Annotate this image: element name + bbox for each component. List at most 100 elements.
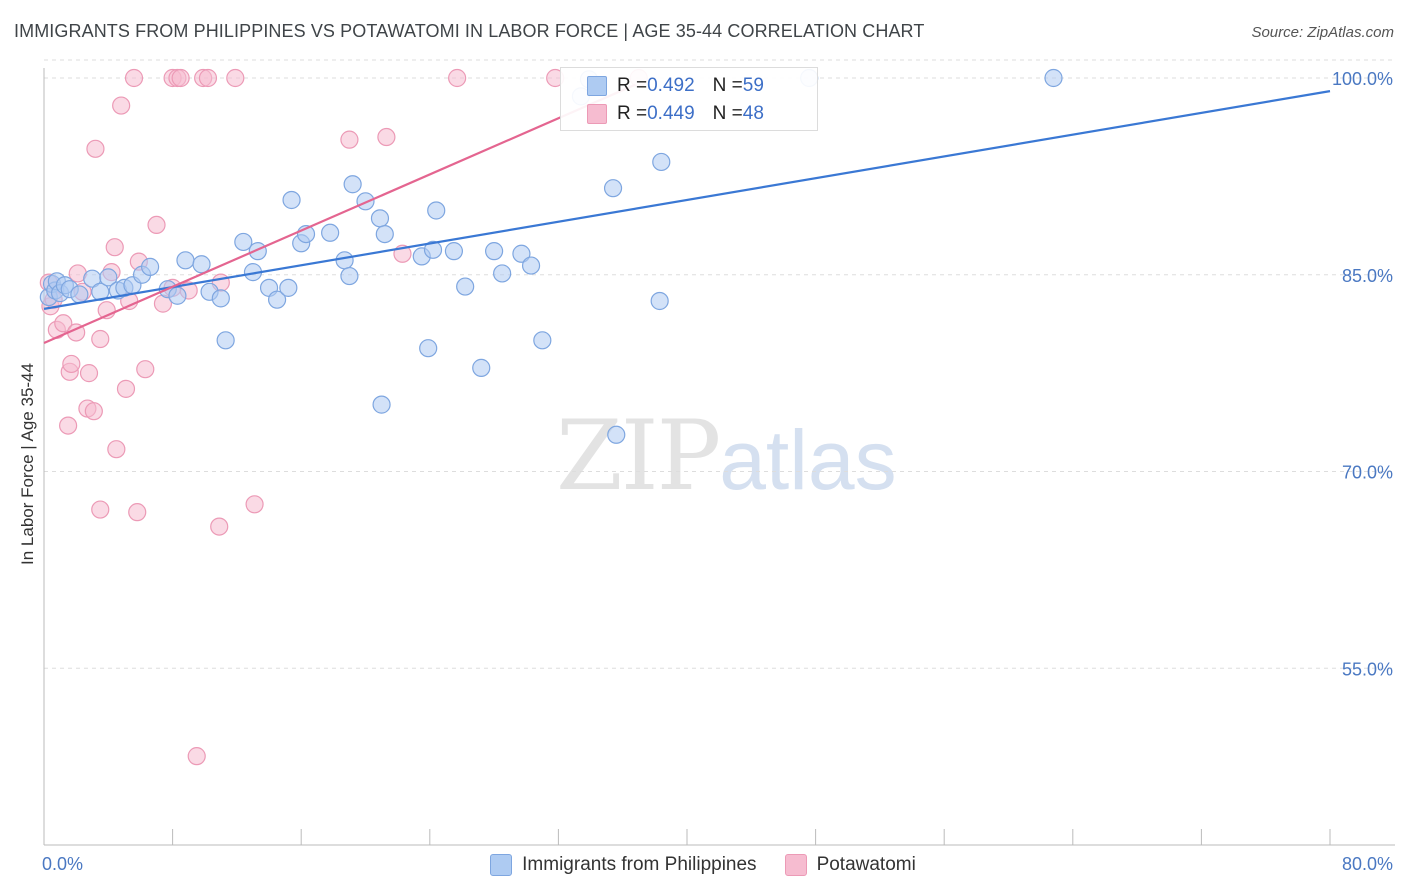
- point-potawatomi: [105, 238, 124, 257]
- legend-r-label: R =: [617, 75, 648, 96]
- point-potawatomi: [91, 329, 110, 349]
- point-potawatomi: [198, 68, 218, 88]
- point-philippines: [267, 290, 287, 309]
- point-potawatomi: [91, 500, 110, 519]
- series-potawatomi-points: [39, 68, 648, 766]
- trend-line-philippines: [43, 90, 1331, 310]
- point-philippines: [176, 251, 195, 270]
- series-legend: Immigrants from Philippines Potawatomi: [0, 851, 1406, 879]
- gridlines: [44, 59, 1395, 669]
- legend-label-philippines: Immigrants from Philippines: [522, 854, 757, 875]
- legend-n-label: N =: [712, 103, 743, 124]
- y-tick-label: 100.0%: [1332, 69, 1393, 89]
- point-potawatomi: [147, 215, 166, 235]
- point-philippines: [607, 425, 626, 444]
- x-tick-label: 0.0%: [42, 854, 83, 874]
- point-philippines: [70, 285, 89, 304]
- point-potawatomi: [226, 68, 245, 88]
- point-philippines: [340, 266, 359, 286]
- y-tick-label: 70.0%: [1342, 463, 1393, 483]
- series-philippines-points: [39, 68, 1063, 444]
- axes: [43, 68, 1395, 846]
- legend-swatch-pink: [784, 854, 807, 876]
- point-potawatomi: [245, 495, 264, 514]
- legend-label-potawatomi: Potawatomi: [816, 854, 916, 875]
- point-philippines: [493, 264, 512, 283]
- point-potawatomi: [62, 354, 81, 374]
- point-potawatomi: [107, 440, 126, 459]
- point-philippines: [168, 286, 187, 305]
- legend-row-potawatomi: R = 0.449 N = 48: [561, 100, 764, 128]
- point-philippines: [512, 244, 531, 263]
- point-philippines: [99, 268, 118, 287]
- point-philippines: [356, 192, 375, 211]
- point-philippines: [211, 289, 230, 308]
- point-philippines: [423, 240, 443, 259]
- legend-r-value: 0.492: [647, 75, 695, 96]
- point-philippines: [603, 179, 623, 198]
- chart-title: IMMIGRANTS FROM PHILIPPINES VS POTAWATOM…: [14, 21, 925, 41]
- legend-item-potawatomi[interactable]: Potawatomi: [784, 854, 916, 876]
- trend-line-potawatomi: [43, 83, 637, 344]
- point-philippines: [472, 358, 491, 377]
- legend-n-value: 59: [742, 75, 764, 96]
- legend-r-value: 0.449: [647, 103, 695, 124]
- legend-item-philippines[interactable]: Immigrants from Philippines: [490, 854, 757, 876]
- trend-lines: [43, 83, 1331, 344]
- point-potawatomi: [84, 402, 103, 421]
- point-potawatomi: [116, 379, 136, 398]
- point-potawatomi: [54, 314, 73, 333]
- tick-labels: 55.0% 70.0% 85.0% 100.0% 0.0% 80.0%: [42, 69, 1393, 874]
- point-potawatomi: [187, 747, 206, 766]
- point-potawatomi: [171, 68, 190, 88]
- point-potawatomi: [128, 503, 147, 522]
- point-philippines: [216, 331, 235, 350]
- legend-swatch-blue: [490, 854, 513, 876]
- point-potawatomi: [86, 139, 105, 158]
- y-tick-label: 85.0%: [1342, 266, 1393, 286]
- watermark-atlas: atlas: [719, 413, 897, 507]
- y-tick-label: 55.0%: [1342, 659, 1393, 679]
- point-philippines: [427, 201, 446, 220]
- point-philippines: [370, 209, 390, 228]
- point-philippines: [335, 251, 354, 270]
- point-philippines: [234, 232, 253, 252]
- point-philippines: [650, 291, 669, 311]
- legend-n-value: 48: [742, 103, 764, 124]
- point-potawatomi: [377, 127, 396, 147]
- source-credit: Source: ZipAtlas.com: [1251, 24, 1394, 41]
- point-potawatomi: [136, 360, 155, 379]
- point-philippines: [652, 152, 671, 172]
- point-philippines: [533, 331, 552, 350]
- legend-r-label: R =: [617, 103, 648, 124]
- point-potawatomi: [210, 517, 229, 536]
- point-philippines: [444, 242, 464, 261]
- point-philippines: [375, 224, 394, 244]
- point-philippines: [192, 255, 211, 274]
- point-potawatomi: [59, 416, 78, 435]
- legend-row-philippines: R = 0.492 N = 59: [561, 72, 764, 100]
- correlation-legend: R = 0.492 N = 59 R = 0.449 N = 48: [560, 67, 818, 131]
- watermark-zip: ZIP: [556, 400, 721, 512]
- watermark: ZIPatlas: [556, 400, 897, 512]
- legend-n-label: N =: [712, 75, 743, 96]
- x-tick-label: 80.0%: [1342, 854, 1393, 874]
- point-philippines: [321, 223, 340, 242]
- point-potawatomi: [79, 364, 99, 383]
- point-philippines: [1044, 68, 1063, 88]
- point-philippines: [279, 278, 298, 297]
- point-philippines: [372, 395, 391, 414]
- point-potawatomi: [340, 130, 359, 149]
- point-potawatomi: [112, 96, 131, 115]
- point-philippines: [282, 190, 301, 210]
- point-philippines: [343, 175, 362, 194]
- point-philippines: [456, 277, 475, 296]
- point-philippines: [419, 339, 438, 358]
- point-philippines: [485, 242, 504, 261]
- point-potawatomi: [124, 68, 144, 88]
- legend-swatch-blue: [587, 76, 607, 96]
- legend-swatch-pink: [587, 104, 607, 124]
- point-philippines: [140, 257, 160, 276]
- point-potawatomi: [448, 68, 467, 88]
